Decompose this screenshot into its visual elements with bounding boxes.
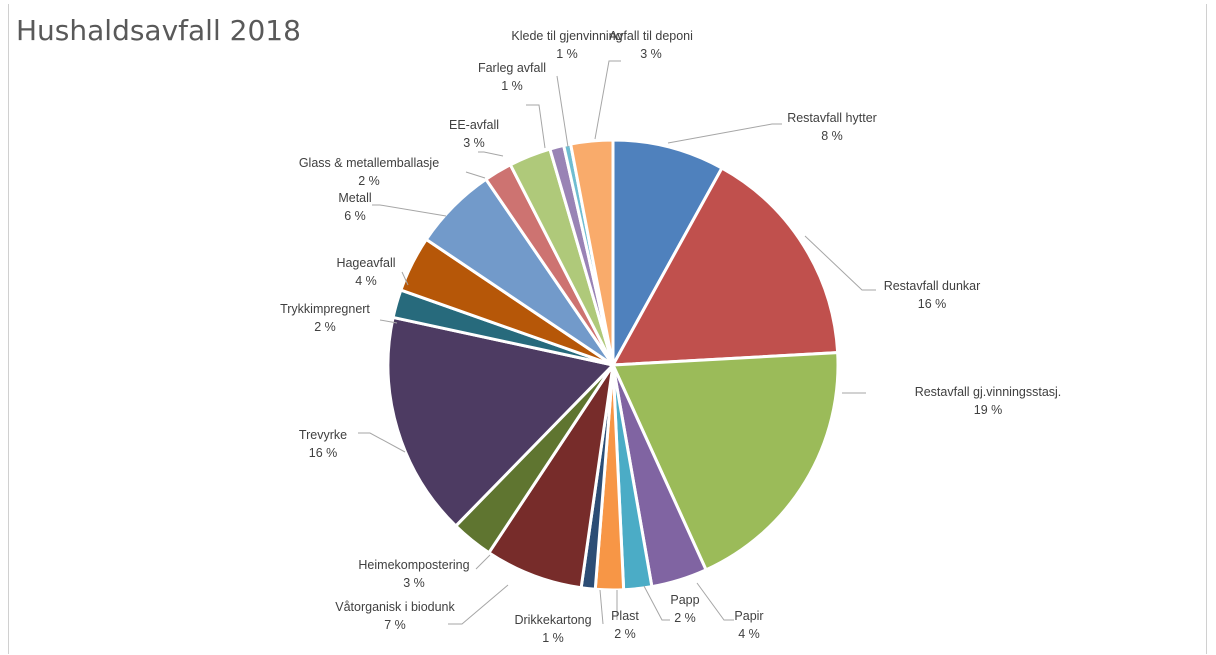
leader-line-4 (643, 585, 670, 621)
slice-name-label-10: Trykkimpregnert (280, 302, 370, 316)
slice-name-label-9: Trevyrke (299, 428, 347, 442)
pie-slices (386, 138, 840, 592)
slice-value-label-4: 2 % (674, 611, 696, 625)
slice-name-label-6: Drikkekartong (514, 613, 591, 627)
leader-line-3 (696, 582, 734, 621)
leader-lines (358, 60, 876, 625)
slice-value-label-6: 1 % (542, 631, 564, 645)
slice-value-label-9: 16 % (309, 446, 338, 460)
slice-name-label-8: Heimekompostering (358, 558, 469, 572)
slice-value-label-15: 1 % (501, 79, 523, 93)
slice-value-label-2: 19 % (974, 403, 1003, 417)
leader-line-6 (599, 589, 604, 625)
slice-value-label-13: 2 % (358, 174, 380, 188)
slice-name-label-15: Farleg avfall (478, 61, 546, 75)
slice-name-label-0: Restavfall hytter (787, 111, 877, 125)
slice-value-label-3: 4 % (738, 627, 760, 641)
leader-line-11 (401, 271, 409, 286)
leader-line-16 (556, 75, 569, 148)
leader-line-14 (478, 151, 504, 157)
slice-value-label-17: 3 % (640, 47, 662, 61)
leader-line-8 (475, 554, 491, 570)
slice-name-label-4: Papp (670, 593, 699, 607)
pie-slice-1 (610, 166, 840, 367)
slice-name-label-17: Avfall til deponi (609, 29, 693, 43)
slice-name-label-16: Klede til gjenvinning (511, 29, 622, 43)
leader-line-17 (594, 60, 621, 140)
slice-name-label-12: Metall (338, 191, 371, 205)
pie-slice-2 (610, 350, 840, 572)
pie-slice-17 (568, 138, 615, 366)
slice-value-label-12: 6 % (344, 209, 366, 223)
slice-value-label-11: 4 % (355, 274, 377, 288)
pie-slice-9 (386, 315, 616, 529)
slice-value-label-10: 2 % (314, 320, 336, 334)
slice-value-label-14: 3 % (463, 136, 485, 150)
slice-value-label-7: 7 % (384, 618, 406, 632)
slice-value-label-0: 8 % (821, 129, 843, 143)
leader-line-7 (448, 584, 509, 625)
slice-name-label-1: Restavfall dunkar (884, 279, 981, 293)
slice-value-label-1: 16 % (918, 297, 947, 311)
slice-name-label-11: Hageavfall (336, 256, 395, 270)
slice-name-label-3: Papir (734, 609, 763, 623)
leader-line-0 (667, 123, 782, 144)
leader-line-9 (358, 432, 406, 453)
chart-title: Hushaldsavfall 2018 (16, 14, 301, 47)
slice-value-label-5: 2 % (614, 627, 636, 641)
slice-name-label-5: Plast (611, 609, 639, 623)
data-labels: Restavfall hytter 8 % Restavfall dunkar 16 … (280, 29, 1061, 645)
pie-slice-0 (611, 138, 724, 366)
slice-value-label-8: 3 % (403, 576, 425, 590)
leader-line-13 (465, 171, 486, 179)
slice-name-label-14: EE-avfall (449, 118, 499, 132)
slice-name-label-13: Glass & metallemballasje (299, 156, 439, 170)
chart-frame (8, 4, 1207, 654)
leader-line-15 (526, 104, 546, 149)
leader-line-10 (379, 319, 398, 324)
slice-value-label-16: 1 % (556, 47, 578, 61)
slice-name-label-2: Restavfall gj.vinningsstasj. (915, 385, 1062, 399)
leader-line-1 (804, 235, 876, 291)
leader-line-12 (372, 204, 447, 217)
slice-name-label-7: Våtorganisk i biodunk (335, 600, 455, 614)
